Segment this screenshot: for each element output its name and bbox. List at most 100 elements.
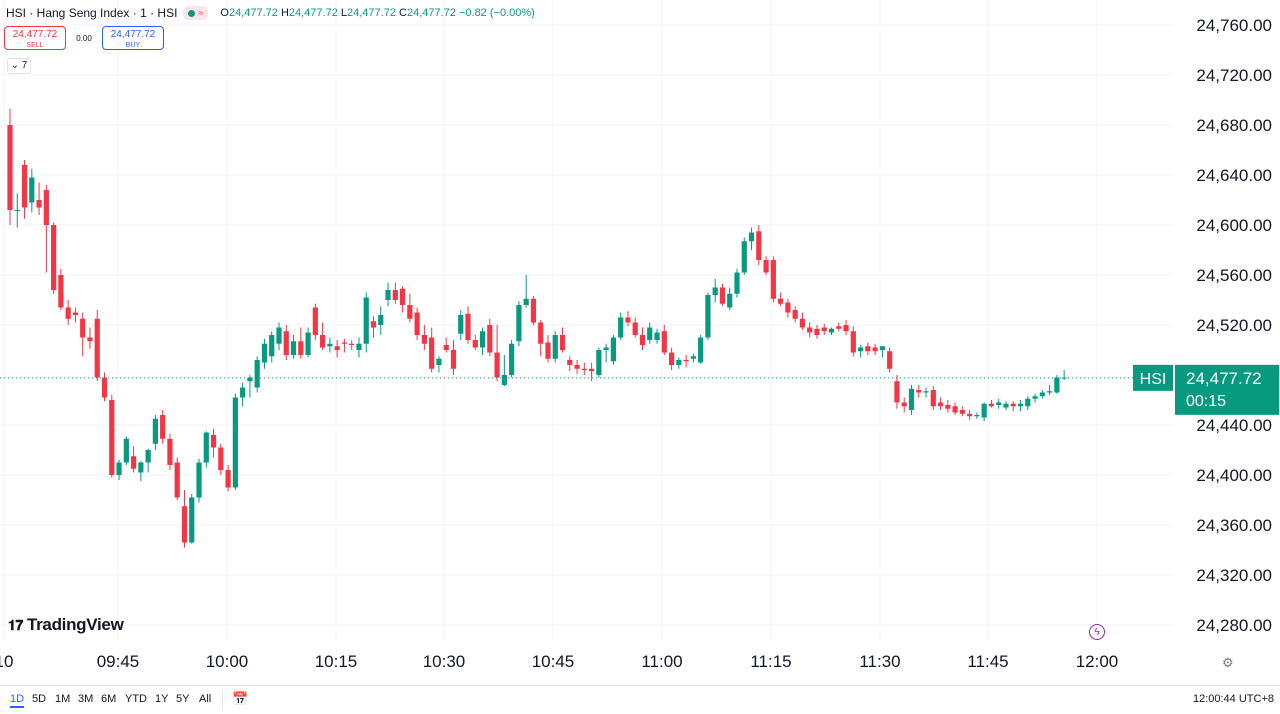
candle xyxy=(683,355,689,368)
price-chart[interactable]: HSI 24,477.72 00:15 24,760.00 24,720.00 24,6… xyxy=(0,0,1280,685)
candle-body xyxy=(894,381,900,403)
candle xyxy=(145,448,151,473)
settings-gear-icon[interactable]: ⚙ xyxy=(1222,655,1234,670)
candle-body xyxy=(741,241,747,273)
candle-body xyxy=(690,356,696,359)
candle xyxy=(836,322,842,332)
candle xyxy=(668,347,675,370)
timezone-clock[interactable]: 12:00:44 UTC+8 xyxy=(1192,693,1274,705)
candle xyxy=(559,327,566,353)
candle-body xyxy=(370,321,377,328)
candle xyxy=(472,335,478,350)
indicators-collapse-button[interactable]: ⌄ 7 xyxy=(7,58,31,74)
candle xyxy=(698,335,704,364)
last-price-tag-background xyxy=(1175,364,1279,415)
candle xyxy=(65,300,71,325)
candle xyxy=(523,275,529,308)
range-all[interactable]: All xyxy=(199,693,212,705)
candle xyxy=(821,323,827,335)
time-tick-label: 10:45 xyxy=(532,652,575,671)
candle xyxy=(167,433,173,470)
candle-body xyxy=(501,375,507,385)
candle-body xyxy=(436,358,442,365)
buy-button[interactable]: 24,477.72 BUY xyxy=(102,26,164,50)
candle-body xyxy=(865,346,871,352)
tradingview-logo[interactable]: 𝟏𝟕 TradingView xyxy=(8,615,124,634)
candle xyxy=(545,335,551,363)
candle xyxy=(552,331,558,363)
market-status-pill[interactable]: ≈ xyxy=(183,6,209,20)
candle xyxy=(981,402,987,422)
candle xyxy=(465,306,471,344)
time-tick-label: 11:15 xyxy=(750,652,791,671)
candle xyxy=(189,493,195,544)
range-1y[interactable]: 1Y xyxy=(155,693,169,705)
range-5y[interactable]: 5Y xyxy=(176,693,190,705)
candle-body xyxy=(748,232,755,242)
candle xyxy=(741,237,747,275)
candle-body xyxy=(996,402,1002,405)
price-tick-label: 24,400.00 xyxy=(1196,466,1272,485)
candle xyxy=(240,382,246,407)
range-1d[interactable]: 1D xyxy=(10,693,25,708)
candle-body xyxy=(429,337,435,369)
candle xyxy=(654,328,660,344)
candle xyxy=(94,310,100,382)
candle-body xyxy=(247,377,253,382)
candle-body xyxy=(712,287,718,295)
candle xyxy=(101,372,108,402)
candle xyxy=(320,322,326,350)
range-1m[interactable]: 1M xyxy=(55,693,71,705)
candle-body xyxy=(676,360,682,365)
candle xyxy=(879,346,885,358)
candle-body xyxy=(923,391,929,393)
range-6m[interactable]: 6M xyxy=(101,693,117,705)
candle xyxy=(661,325,667,355)
time-axis[interactable]: 10 09:45 10:00 10:15 10:30 10:45 11:00 11:15 11:… xyxy=(0,652,1118,671)
price-tick-label: 24,720.00 xyxy=(1196,66,1272,85)
time-tick-label: 11:45 xyxy=(967,652,1008,671)
candle xyxy=(857,345,864,358)
candle xyxy=(1047,385,1053,395)
tradingview-mark-icon: 𝟏𝟕 xyxy=(8,616,23,633)
candle-body xyxy=(116,462,122,475)
candle xyxy=(581,362,587,375)
candle-body xyxy=(727,293,733,308)
candle-body xyxy=(269,335,275,357)
candle xyxy=(494,325,500,382)
time-tick-label: 11:30 xyxy=(859,652,900,671)
price-tick-label: 24,680.00 xyxy=(1196,116,1272,135)
price-axis[interactable]: 24,760.00 24,720.00 24,680.00 24,640.00 24,6… xyxy=(1196,16,1272,635)
candle xyxy=(116,460,122,480)
candle xyxy=(930,386,936,410)
candle xyxy=(1032,393,1038,403)
candle-body xyxy=(530,298,537,323)
candle-body xyxy=(901,402,907,407)
lightning-icon[interactable]: ϟ xyxy=(1089,624,1105,640)
candle-body xyxy=(872,347,878,352)
candle-body xyxy=(378,315,384,325)
range-3m[interactable]: 3M xyxy=(78,693,94,705)
candle-body xyxy=(952,406,958,413)
range-ytd[interactable]: YTD xyxy=(125,693,147,705)
sell-button[interactable]: 24,477.72 SELL xyxy=(4,26,66,50)
candle-body xyxy=(857,347,864,352)
candle xyxy=(225,465,231,492)
market-open-dot-icon xyxy=(188,9,196,17)
candle-body xyxy=(639,335,646,345)
candle xyxy=(421,325,427,350)
candle xyxy=(516,301,522,347)
candle xyxy=(51,222,57,294)
candle-body xyxy=(668,352,675,365)
candle xyxy=(843,320,849,335)
calendar-icon[interactable]: 📅 xyxy=(232,691,249,706)
candle xyxy=(160,410,166,444)
candle xyxy=(610,335,617,365)
candle-body xyxy=(792,310,798,319)
symbol-title[interactable]: HSI · Hang Seng Index · 1 · HSI xyxy=(6,6,178,20)
candle xyxy=(923,387,929,398)
candle-body xyxy=(94,318,100,378)
range-5d[interactable]: 5D xyxy=(32,693,47,705)
candle xyxy=(58,268,64,310)
candle-body xyxy=(1025,398,1031,407)
